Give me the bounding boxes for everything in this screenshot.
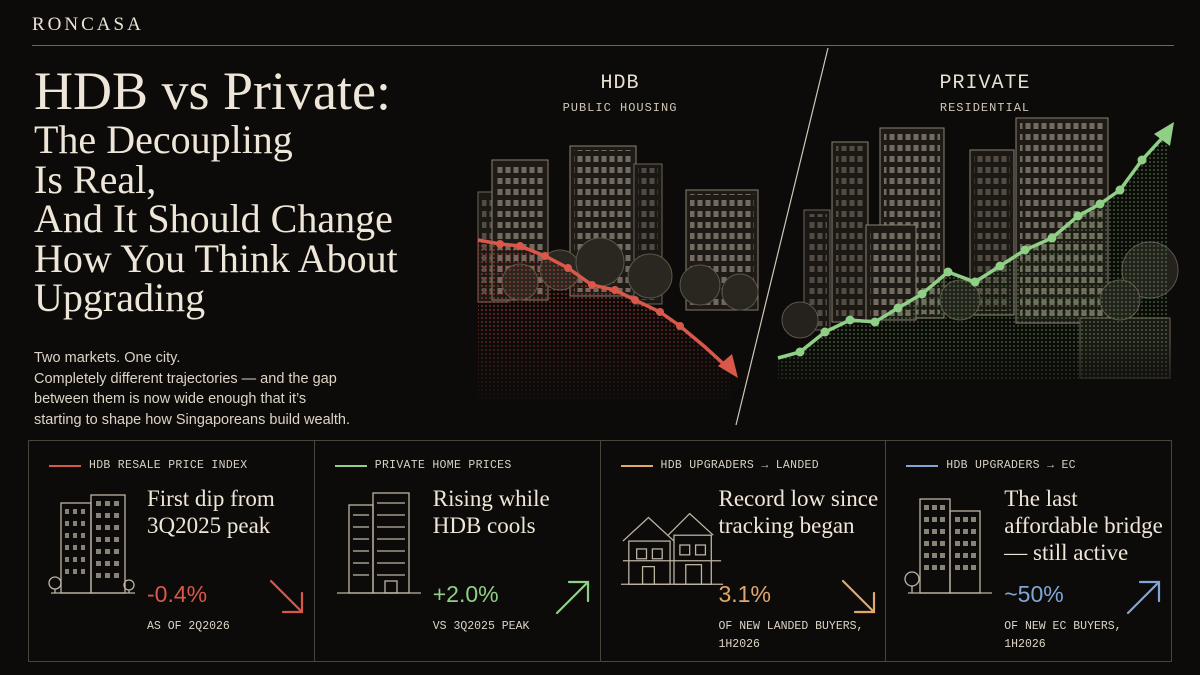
title-line: Is Real, — [34, 156, 157, 202]
title-line: The Decoupling — [34, 117, 293, 162]
card-note: OF NEW LANDED BUYERS, 1H2026 — [718, 620, 864, 651]
card-header: HDB UPGRADERS → EC — [906, 459, 1076, 472]
private-label-title: PRIVATE — [939, 72, 1031, 95]
subtitle-line: starting to shape how Singaporeans build… — [34, 411, 350, 428]
card-headline: Record low since tracking began — [718, 486, 879, 538]
stat-card-landed-upgraders: HDB UPGRADERS → LANDED Record low since … — [601, 441, 887, 661]
arrow-down-right-icon — [841, 579, 875, 614]
title-line: How You Think About — [34, 235, 398, 281]
title-line: HDB vs Private: — [34, 61, 391, 121]
card-note: OF NEW EC BUYERS, 1H2026 — [1004, 620, 1122, 651]
card-headline: The last affordable bridge — still activ… — [1004, 486, 1163, 565]
arrow-up-right-icon — [555, 580, 589, 615]
card-value: 3.1% — [718, 581, 771, 607]
card-color-swatch — [620, 464, 653, 467]
arrow-down-right-icon — [269, 579, 304, 614]
card-note: VS 3Q2025 PEAK — [432, 620, 530, 633]
landed-house-icon — [620, 512, 723, 585]
card-color-swatch — [49, 464, 81, 467]
stat-card-ec-upgraders: HDB UPGRADERS → EC The last — [886, 441, 1171, 661]
card-label: HDB UPGRADERS → EC — [946, 459, 1076, 472]
brand-logo: RONCASA — [32, 14, 144, 35]
card-value: +2.0% — [432, 581, 499, 607]
subtitle: Two markets. One city. Completely differ… — [34, 348, 454, 430]
stat-card-private-prices: PRIVATE HOME PRICES Rising while HDB coo… — [315, 441, 601, 661]
split-divider — [735, 47, 829, 426]
card-color-swatch — [906, 464, 939, 467]
card-label: PRIVATE HOME PRICES — [374, 459, 512, 472]
stat-cards: HDB RESALE PRICE INDEX — [28, 440, 1172, 662]
hdb-label-sub: PUBLIC HOUSING — [562, 101, 678, 115]
private-label: PRIVATE RESIDENTIAL — [905, 72, 1065, 115]
hdb-trend-line — [477, 238, 738, 378]
private-ground-fade — [760, 340, 1200, 400]
card-value: -0.4% — [147, 581, 208, 607]
page-title: HDB vs Private: The Decoupling Is Real, … — [34, 62, 494, 318]
hdb-block-icon — [48, 494, 135, 594]
card-headline: First dip from 3Q2025 peak — [147, 486, 275, 538]
private-trend-line — [777, 122, 1174, 360]
private-label-sub: RESIDENTIAL — [939, 101, 1031, 115]
card-color-swatch — [334, 464, 367, 467]
subtitle-line: Two markets. One city. — [34, 350, 181, 366]
title-line: Upgrading — [34, 275, 206, 320]
subtitle-line: between them is now wide enough that it’… — [34, 391, 307, 407]
condo-tower-icon — [336, 492, 421, 594]
card-header: PRIVATE HOME PRICES — [334, 459, 512, 472]
hdb-ground-fade — [470, 300, 770, 400]
card-label: HDB UPGRADERS → LANDED — [660, 459, 819, 472]
title-line: And It Should Change — [34, 196, 393, 241]
arrow-up-right-icon — [1127, 580, 1161, 615]
card-header: HDB RESALE PRICE INDEX — [49, 459, 247, 472]
subtitle-line: Completely different trajectories — and … — [34, 370, 337, 387]
hdb-label-title: HDB — [600, 72, 640, 95]
card-headline: Rising while HDB cools — [432, 486, 550, 538]
card-value: ~50% — [1004, 581, 1064, 607]
ec-block-icon — [904, 498, 993, 594]
private-trend-area — [778, 132, 1168, 380]
card-label: HDB RESALE PRICE INDEX — [89, 459, 248, 472]
market-illustration — [470, 47, 1200, 426]
card-note: AS OF 2Q2026 — [147, 620, 230, 633]
hdb-label: HDB PUBLIC HOUSING — [540, 72, 700, 115]
stat-card-hdb-resale: HDB RESALE PRICE INDEX — [29, 441, 315, 661]
card-header: HDB UPGRADERS → LANDED — [620, 459, 819, 472]
header-divider — [32, 45, 1174, 46]
